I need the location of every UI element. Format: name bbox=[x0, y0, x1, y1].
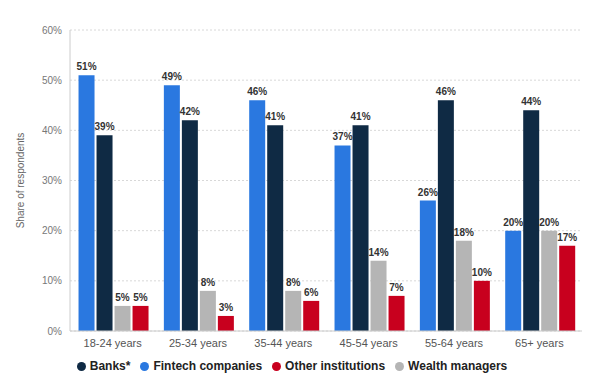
svg-text:60%: 60% bbox=[42, 25, 62, 36]
svg-text:46%: 46% bbox=[436, 86, 456, 97]
svg-text:35-44 years: 35-44 years bbox=[254, 337, 313, 349]
svg-text:39%: 39% bbox=[95, 121, 115, 132]
svg-text:49%: 49% bbox=[162, 71, 182, 82]
svg-text:20%: 20% bbox=[539, 217, 559, 228]
svg-text:10%: 10% bbox=[42, 275, 62, 286]
svg-text:65+ years: 65+ years bbox=[515, 337, 564, 349]
svg-text:18-24 years: 18-24 years bbox=[84, 337, 143, 349]
svg-text:18%: 18% bbox=[454, 227, 474, 238]
svg-text:20%: 20% bbox=[503, 217, 523, 228]
svg-text:Share of respondents: Share of respondents bbox=[15, 133, 26, 229]
svg-text:41%: 41% bbox=[351, 111, 371, 122]
svg-text:5%: 5% bbox=[133, 292, 148, 303]
svg-text:10%: 10% bbox=[472, 267, 492, 278]
html-text:Wealth managers: Wealth managers bbox=[408, 359, 508, 373]
svg-text:14%: 14% bbox=[369, 247, 389, 258]
html-text:Fintech companies: Fintech companies bbox=[153, 359, 263, 373]
svg-text:20%: 20% bbox=[42, 225, 62, 236]
svg-text:44%: 44% bbox=[521, 96, 541, 107]
svg-text:42%: 42% bbox=[180, 106, 200, 117]
html-text:Banks*: Banks* bbox=[89, 359, 131, 373]
svg-text:6%: 6% bbox=[304, 287, 319, 298]
html-text:Other institutions: Other institutions bbox=[285, 359, 386, 373]
svg-text:50%: 50% bbox=[42, 75, 62, 86]
svg-text:37%: 37% bbox=[333, 131, 353, 142]
svg-text:26%: 26% bbox=[418, 187, 438, 198]
svg-text:46%: 46% bbox=[247, 86, 267, 97]
svg-text:51%: 51% bbox=[77, 61, 97, 72]
svg-text:25-34 years: 25-34 years bbox=[169, 337, 228, 349]
svg-text:8%: 8% bbox=[201, 277, 216, 288]
svg-text:3%: 3% bbox=[219, 302, 234, 313]
svg-text:41%: 41% bbox=[265, 111, 285, 122]
svg-text:8%: 8% bbox=[286, 277, 301, 288]
svg-text:0%: 0% bbox=[48, 326, 63, 337]
svg-text:45-54 years: 45-54 years bbox=[340, 337, 399, 349]
svg-text:40%: 40% bbox=[42, 125, 62, 136]
svg-text:5%: 5% bbox=[115, 292, 130, 303]
svg-text:55-64 years: 55-64 years bbox=[425, 337, 484, 349]
svg-text:7%: 7% bbox=[389, 282, 404, 293]
svg-text:17%: 17% bbox=[557, 232, 577, 243]
svg-text:30%: 30% bbox=[42, 175, 62, 186]
